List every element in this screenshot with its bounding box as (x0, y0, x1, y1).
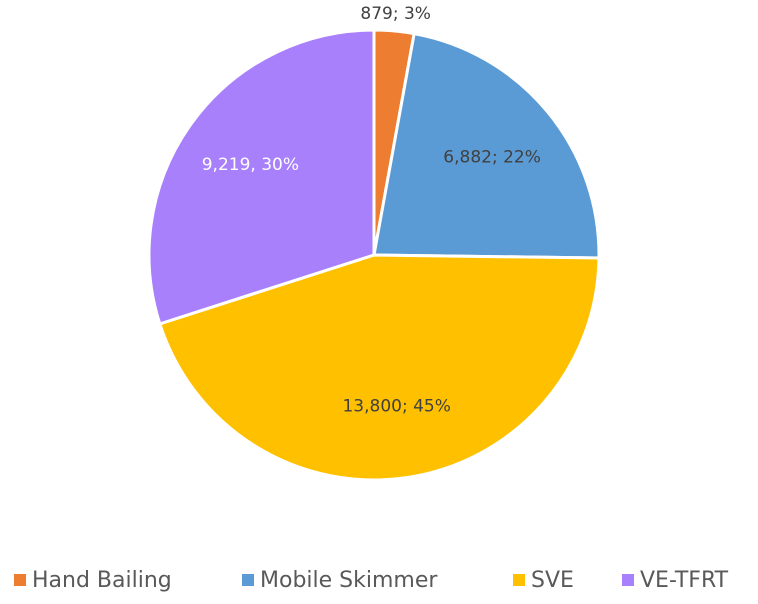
pie-slice (372, 31, 601, 260)
pie-slice (147, 28, 376, 326)
data-label: 13,800; 45% (342, 396, 450, 416)
data-label: 6,882; 22% (443, 148, 541, 168)
pie-slice (157, 253, 601, 482)
legend-label: VE-TFRT (640, 568, 729, 593)
data-label: 9,219, 30% (202, 155, 299, 175)
legend-label: Hand Bailing (32, 568, 172, 593)
legend-swatch (14, 574, 26, 586)
legend-swatch (622, 574, 634, 586)
legend-label: SVE (531, 568, 574, 593)
legend-swatch (513, 574, 525, 586)
legend-label: Mobile Skimmer (260, 568, 438, 593)
data-label: 879; 3% (360, 4, 431, 24)
legend-swatch (242, 574, 254, 586)
